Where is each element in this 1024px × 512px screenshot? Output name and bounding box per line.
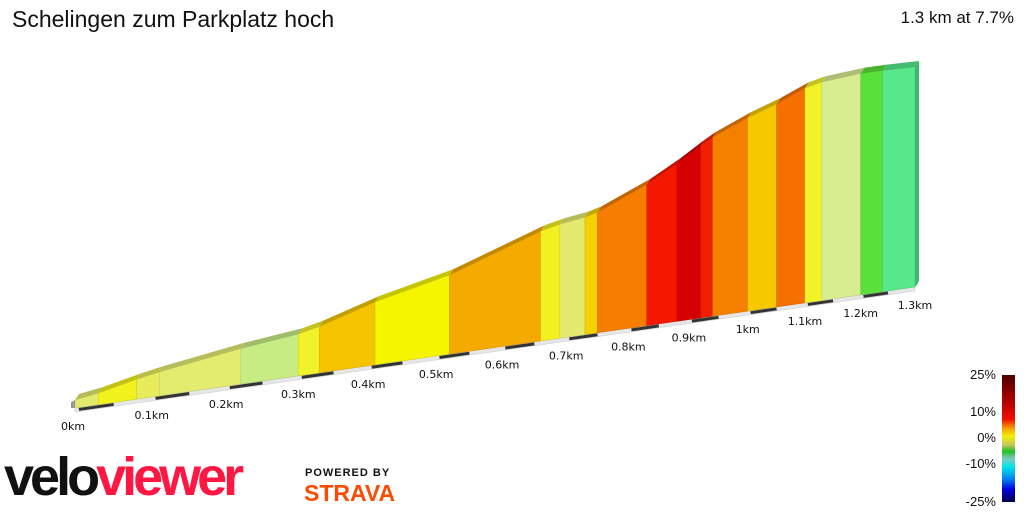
axis-tick-band <box>439 351 470 359</box>
axis-tick-band <box>569 333 598 341</box>
x-tick-label: 0.8km <box>611 340 646 353</box>
segment-top-face <box>136 366 164 380</box>
segment-end-face <box>914 60 919 288</box>
legend-label: 0% <box>977 430 996 445</box>
legend-label: -25% <box>965 494 996 509</box>
segment-top-face <box>159 342 245 373</box>
segment-top-face <box>776 82 809 105</box>
segment-summary: 1.3 km at 7.7% <box>900 8 1014 27</box>
axis-tick-band <box>750 307 777 315</box>
segment-front-face <box>776 87 806 308</box>
segment-front-face <box>821 73 861 301</box>
axis-tick-band <box>807 299 834 306</box>
axis-tick-band <box>691 315 719 323</box>
strava-logo[interactable]: STRAVA <box>304 480 396 506</box>
segment-top-face <box>375 269 454 303</box>
segment-front-face <box>374 274 450 366</box>
legend-color-bar <box>1002 375 1015 502</box>
powered-by-label: POWERED BY <box>305 467 391 479</box>
x-tick-label: 0.9km <box>672 332 707 345</box>
segment-front-face <box>676 145 702 322</box>
start-cap <box>71 400 75 408</box>
segment-top-face <box>747 98 781 118</box>
segment-front-face <box>860 70 883 296</box>
x-tick-label: 1km <box>736 323 760 336</box>
axis-tick-band <box>505 342 535 350</box>
segment-front-face <box>882 66 916 292</box>
veloviewer-logo[interactable]: veloviewer <box>4 447 244 507</box>
segment-front-face <box>559 216 586 339</box>
x-tick-label: 1.3km <box>898 299 933 312</box>
segment-front-face <box>584 211 598 335</box>
segment-top-face <box>882 60 919 71</box>
segment-front-face <box>646 163 678 326</box>
axis-tick-band <box>155 392 190 400</box>
segment-top-face <box>540 218 564 232</box>
axis-tick-band <box>301 371 334 379</box>
segment-top-face <box>449 225 545 276</box>
legend-label: 10% <box>969 404 996 419</box>
segment-top-face <box>804 76 826 89</box>
x-tick-label: 0.1km <box>134 409 169 422</box>
segment-front-face <box>298 326 320 377</box>
segment-front-face <box>700 136 713 319</box>
segment-top-face <box>240 328 303 349</box>
x-tick-label: 0.6km <box>485 358 520 371</box>
segment-top-face <box>860 64 887 74</box>
legend-label: 25% <box>969 367 996 382</box>
page-title: Schelingen zum Parkplatz hoch <box>12 6 335 32</box>
axis-tick-band <box>371 361 403 369</box>
segment-top-face <box>821 67 865 83</box>
x-tick-label: 0.7km <box>549 349 584 362</box>
segment-top-face <box>319 296 380 327</box>
segment-top-face <box>712 111 752 138</box>
segment-front-face <box>712 117 748 317</box>
x-tick-label: 0.4km <box>351 378 386 391</box>
segment-top-face <box>676 139 705 164</box>
axis-tick-band <box>631 324 660 332</box>
logo-viewer: viewer <box>96 447 244 507</box>
x-tick-label: 0.3km <box>281 388 316 401</box>
x-tick-label: 1.1km <box>788 315 823 328</box>
x-tick-label: 0.5km <box>419 368 454 381</box>
segment-top-face <box>298 320 324 335</box>
segment-front-face <box>540 224 561 342</box>
logo-velo: velo <box>4 447 100 507</box>
x-tick-label: 1.2km <box>843 307 878 320</box>
segment-front-face <box>804 81 823 304</box>
segment-top-face <box>584 206 602 218</box>
segment-top-face <box>559 211 589 225</box>
axis-tick-band <box>78 402 114 411</box>
segment-top-face <box>700 131 717 146</box>
segment-top-face <box>75 387 103 400</box>
x-tick-label: 0.2km <box>209 398 244 411</box>
segment-top-face <box>646 157 681 185</box>
segment-front-face <box>747 103 777 312</box>
x-tick-label: 0km <box>61 420 85 433</box>
elevation-profile: 0km 0.1km 0.2km 0.3km 0.4km 0.5km 0.6km 0.7km 0.… <box>61 60 933 433</box>
axis-tick-band <box>863 291 889 298</box>
legend-label: -10% <box>965 456 996 471</box>
segment-top-face <box>597 178 651 213</box>
segment-top-face <box>98 373 141 394</box>
axis-tick-band <box>229 381 263 390</box>
